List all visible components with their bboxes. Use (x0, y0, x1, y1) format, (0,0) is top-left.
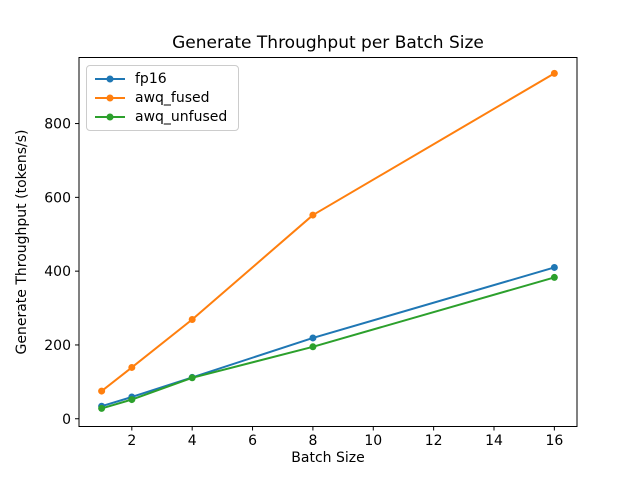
data-marker-awq_fused-x2 (128, 363, 136, 371)
data-marker-fp16-x16 (550, 263, 558, 271)
legend-label-awq_unfused: awq_unfused (135, 109, 228, 126)
data-marker-awq_unfused-x16 (550, 273, 558, 281)
data-marker-awq_fused-x1 (98, 387, 106, 395)
legend-label-fp16: fp16 (135, 70, 167, 87)
data-marker-awq_unfused-x4 (188, 374, 196, 382)
data-marker-awq_fused-x4 (188, 315, 196, 323)
y-tick-label: 800 (44, 117, 71, 133)
legend-item-fp16: fp16 (94, 69, 227, 88)
plot-area-border (78, 57, 578, 427)
data-marker-awq_fused-x16 (550, 69, 558, 77)
y-tick-label: 200 (44, 338, 71, 354)
legend-line-sample-fp16 (95, 75, 125, 83)
data-marker-awq_unfused-x1 (98, 404, 106, 412)
legend-item-awq_fused: awq_fused (94, 88, 227, 107)
data-marker-awq_fused-x8 (309, 211, 317, 219)
x-tick-label: 8 (308, 433, 317, 449)
legend-label-awq_fused: awq_fused (135, 89, 210, 106)
x-tick-label: 4 (188, 433, 197, 449)
data-marker-awq_unfused-x2 (128, 396, 136, 404)
x-axis-label: Batch Size (291, 450, 365, 466)
y-tick-label: 0 (62, 412, 71, 428)
x-tick-label: 16 (545, 433, 563, 449)
legend-line-sample-awq_unfused (95, 113, 125, 121)
series-line-awq_unfused (101, 276, 555, 410)
x-tick-label: 12 (425, 433, 443, 449)
x-tick-label: 14 (485, 433, 503, 449)
legend-item-awq_unfused: awq_unfused (94, 108, 227, 127)
x-tick-label: 10 (364, 433, 382, 449)
x-tick-label: 6 (248, 433, 257, 449)
data-marker-fp16-x8 (309, 334, 317, 342)
x-tick-label: 2 (127, 433, 136, 449)
y-tick-label: 400 (44, 264, 71, 280)
legend: fp16 awq_fused awq_unfused (86, 65, 240, 131)
y-tick-label: 600 (44, 190, 71, 206)
chart-title: Generate Throughput per Batch Size (172, 33, 484, 53)
legend-line-sample-awq_fused (95, 94, 125, 102)
data-marker-awq_unfused-x8 (309, 343, 317, 351)
